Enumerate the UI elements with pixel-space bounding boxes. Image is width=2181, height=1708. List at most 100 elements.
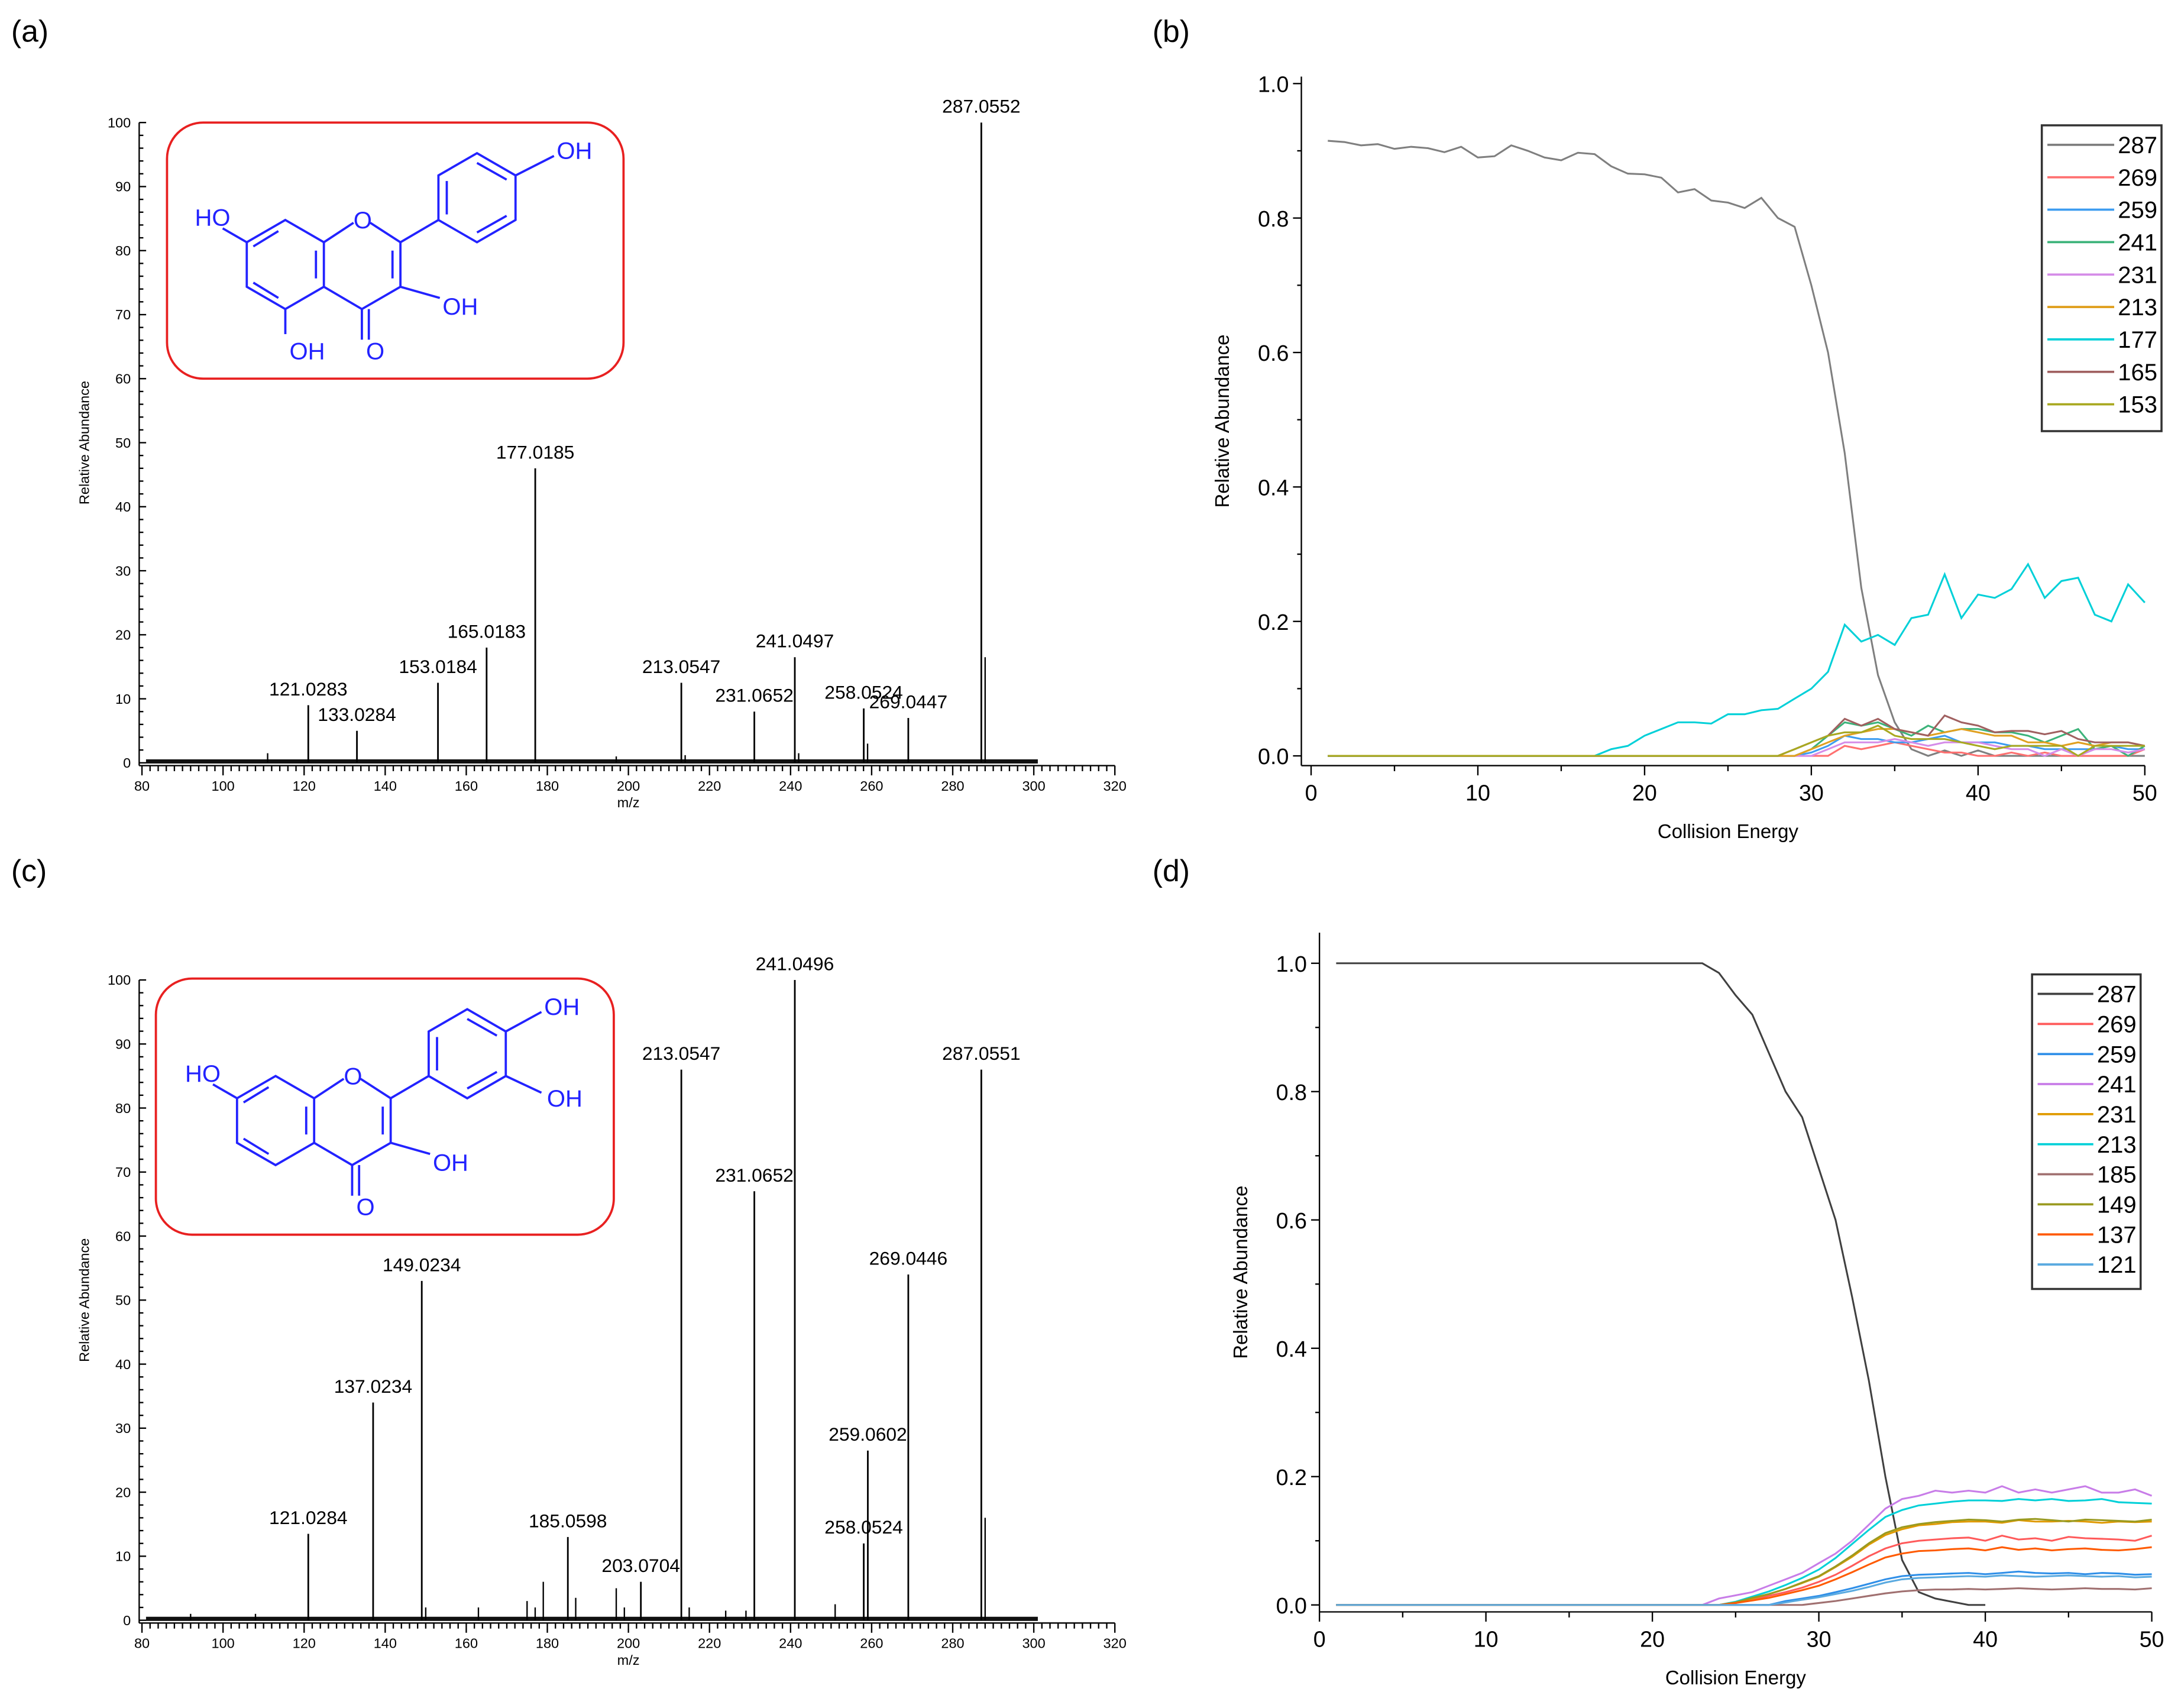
x-tick-label: 280: [941, 1636, 964, 1651]
peak-label: 213.0547: [642, 656, 721, 677]
peak-label: 241.0497: [756, 630, 834, 652]
peak-label: 165.0183: [448, 620, 526, 642]
x-tick-label: 200: [617, 778, 640, 794]
peak-label: 203.0704: [601, 1555, 679, 1576]
peak-label: 177.0185: [496, 441, 575, 462]
atom-label: HO: [185, 1061, 221, 1087]
chemical-structure-a: HO O OH OH OH O: [166, 121, 625, 380]
peak-label: 259.0602: [829, 1424, 907, 1445]
legend-label: 231: [2118, 262, 2157, 288]
legend-label: 149: [2097, 1192, 2137, 1218]
atom-label: OH: [433, 1150, 468, 1176]
x-tick-label: 120: [293, 778, 316, 794]
atom-label: OH: [556, 138, 592, 164]
legend: 287 269 259 241 231 213 177 165 153: [2040, 124, 2163, 432]
peak-label: 258.0524: [824, 681, 903, 703]
x-tick-label: 80: [134, 778, 150, 794]
legend-label: 153: [2118, 392, 2157, 418]
y-tick-label: 0.2: [1258, 610, 1289, 635]
y-tick-label: 50: [115, 435, 131, 451]
noise-baseline: [145, 1616, 1038, 1621]
legend-label: 121: [2097, 1252, 2137, 1278]
x-tick-label: 20: [1640, 1626, 1665, 1651]
panel-label-c: (c): [11, 853, 47, 888]
spectrum-a: 0 10 20 30 40 50 60 70 80 90 100 80 100 120 140 160 180 2…: [77, 96, 1127, 810]
legend-label: 241: [2118, 230, 2157, 256]
legend-label: 231: [2097, 1102, 2137, 1128]
x-tick-label: 220: [698, 1636, 721, 1651]
legend-label: 259: [2097, 1041, 2137, 1068]
y-tick-label: 0.4: [1276, 1337, 1307, 1361]
atom-label: OH: [442, 294, 478, 320]
x-tick-label: 30: [1799, 780, 1824, 805]
atom-label: O: [354, 208, 372, 234]
y-tick-label: 100: [108, 115, 131, 130]
legend-label: 287: [2097, 982, 2137, 1008]
x-axis-label: Collision Energy: [1665, 1667, 1807, 1688]
x-tick-label: 30: [1807, 1626, 1831, 1651]
series-line-287: [1328, 140, 2145, 757]
x-axis-label: m/z: [617, 1652, 640, 1668]
atom-label: HO: [195, 205, 230, 231]
x-tick-label: 240: [779, 778, 802, 794]
y-tick-label: 0.8: [1276, 1080, 1307, 1105]
peak-label: 231.0652: [715, 1164, 793, 1186]
x-tick-label: 300: [1022, 778, 1045, 794]
x-tick-label: 140: [374, 1636, 397, 1651]
noise-baseline: [145, 759, 1038, 764]
x-tick-label: 160: [455, 778, 478, 794]
atom-label: OH: [547, 1086, 583, 1112]
atom-label: O: [357, 1195, 375, 1221]
peak-label: 287.0552: [942, 96, 1021, 117]
legend-label: 259: [2118, 198, 2157, 224]
peak-label: 121.0284: [269, 1507, 348, 1528]
legend: 287 269 259 241 231 213 185 149 137 121: [2031, 973, 2142, 1290]
y-tick-label: 20: [115, 1484, 131, 1500]
peak-label: 137.0234: [334, 1376, 412, 1397]
legend-label: 269: [2118, 165, 2157, 191]
y-tick-label: 90: [115, 1036, 131, 1052]
x-tick-label: 0: [1305, 780, 1318, 805]
x-tick-label: 180: [536, 778, 559, 794]
peak-label: 213.0547: [642, 1043, 721, 1064]
y-tick-label: 0.2: [1276, 1465, 1307, 1490]
y-tick-label: 70: [115, 307, 131, 322]
x-tick-label: 120: [293, 1636, 316, 1651]
y-tick-label: 0: [123, 1613, 131, 1628]
x-tick-label: 100: [212, 1636, 235, 1651]
legend-label: 269: [2097, 1011, 2137, 1037]
x-tick-label: 50: [2140, 1626, 2164, 1651]
legend-label: 185: [2097, 1162, 2137, 1188]
atom-label: O: [366, 338, 384, 364]
structure-bonds: [212, 1008, 542, 1196]
x-tick-label: 10: [1465, 780, 1490, 805]
y-axis-label: Relative Abundance: [77, 1238, 92, 1362]
y-tick-label: 90: [115, 179, 131, 195]
series-line-185: [1336, 1587, 2152, 1606]
y-tick-label: 40: [115, 1357, 131, 1372]
y-tick-label: 10: [115, 1549, 131, 1564]
breakdown-curve-d: 0.0 0.2 0.4 0.6 0.8 1.0 0 10 20 30 40 50 Collision E…: [1229, 932, 2164, 1688]
y-axis-label: Relative Abundance: [77, 381, 92, 504]
y-tick-label: 10: [115, 691, 131, 707]
series-line-137: [1336, 1546, 2152, 1606]
peak-label: 258.0524: [824, 1516, 903, 1538]
y-tick-label: 60: [115, 371, 131, 387]
atom-label: O: [344, 1064, 362, 1090]
legend-label: 213: [2097, 1132, 2137, 1158]
series-line-153: [1328, 724, 2145, 757]
structure-frame: [154, 977, 615, 1236]
x-axis-label: Collision Energy: [1658, 820, 1799, 842]
y-tick-label: 0.0: [1258, 744, 1289, 769]
legend-label: 165: [2118, 360, 2157, 386]
series-line-231: [1328, 738, 2146, 757]
y-tick-label: 1.0: [1258, 72, 1289, 96]
atom-label: OH: [544, 994, 580, 1020]
legend-box: [2031, 973, 2142, 1290]
x-tick-label: 100: [212, 778, 235, 794]
y-tick-label: 50: [115, 1293, 131, 1308]
x-tick-label: 280: [941, 778, 964, 794]
y-tick-label: 0.6: [1276, 1208, 1307, 1233]
x-tick-label: 80: [134, 1636, 150, 1651]
peak-label: 149.0234: [383, 1254, 461, 1275]
